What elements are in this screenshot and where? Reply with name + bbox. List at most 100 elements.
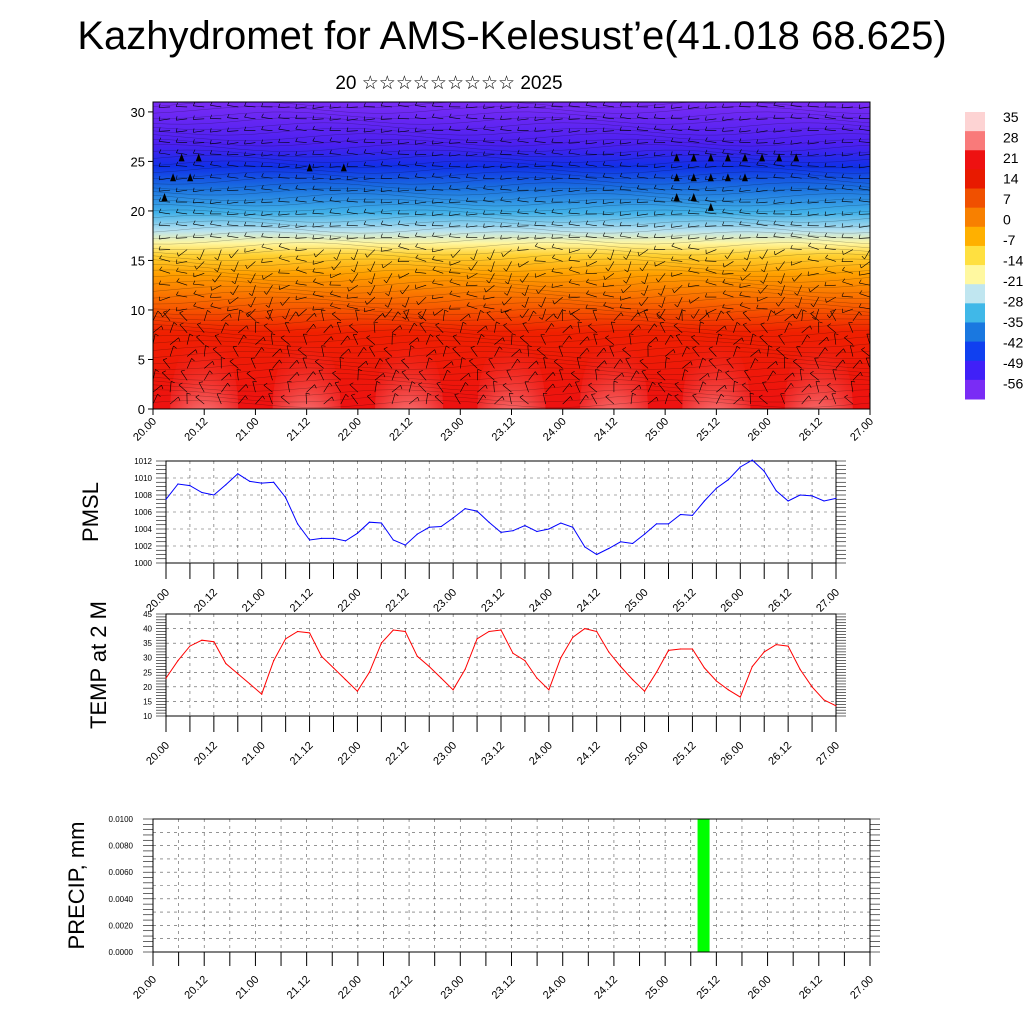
wind-barb [558,346,563,357]
wind-barb-feather [313,253,316,258]
wind-barb-feather [620,312,624,317]
wind-barb-feather [295,163,297,169]
wind-barb-feather [718,333,723,337]
contour-line [153,324,870,332]
wind-barb-feather [379,358,383,362]
wind-barb-feather [484,288,487,293]
wind-barb-feather [502,396,505,401]
wind-barb-feather [613,380,618,383]
wind-barb [739,152,751,155]
wind-barb [622,349,632,357]
contour-line [153,133,870,141]
wind-barb-feather [363,347,367,351]
wind-barb [824,154,836,157]
data-point [344,678,347,681]
y-tick-label: 45 [143,610,152,619]
wind-barb [603,235,614,238]
wind-barb [159,152,171,155]
wind-barb-feather [278,114,281,118]
wind-barb [500,200,512,203]
wind-barb [824,188,836,191]
wind-barb-feather [844,394,848,398]
wind-barb-feather [841,138,844,143]
y-tick-label: 15 [143,697,152,706]
wind-barb-feather [688,104,690,109]
wind-barb [212,348,222,357]
wind-barb-feather [380,174,383,179]
wind-barb-feather [858,185,862,189]
wind-barb-feather [369,345,374,348]
wind-barb-feather [641,369,646,372]
wind-barb-feather [363,138,366,143]
wind-barb [825,270,836,274]
x-tick-label: 25.00 [623,587,651,615]
wind-barb [798,297,803,308]
data-point [416,533,418,535]
wind-barb-feather [363,208,367,213]
wind-barb-feather [466,151,468,157]
wind-barb [568,189,580,193]
wind-barb-feather [743,257,748,261]
wind-barb-feather [466,114,469,118]
wind-barb-feather [585,114,588,119]
wind-barb-feather [568,293,571,299]
wind-barb-feather [739,198,742,203]
wind-barb-feather [244,232,247,237]
wind-barb-feather [756,233,759,238]
contour-line [153,209,870,218]
wind-barb-feather [824,102,827,107]
wind-barb-feather [230,291,234,296]
wind-barb [841,295,853,298]
wind-barb [286,345,290,357]
data-point [165,498,167,500]
wind-barb [528,371,536,381]
wind-barb-feather [602,221,605,225]
precip-bar [697,819,710,952]
wind-barb [657,383,666,393]
wind-barb [579,348,588,357]
wind-barb-feather [629,333,634,335]
wind-barb-feather [212,278,216,283]
wind-pennant [741,173,748,182]
wind-barb [842,281,854,286]
wind-barb [773,164,785,167]
wind-barb-feather [824,281,827,286]
wind-barb-feather [436,334,440,337]
wind-barb-feather [402,316,406,320]
wind-barb [571,373,580,381]
wind-barb [247,308,256,318]
data-point [584,546,586,548]
wind-barb [551,224,563,227]
wind-barb [425,393,428,405]
wind-barb [602,117,614,120]
wind-barb-feather [428,357,433,361]
wind-barb [569,269,580,274]
wind-barb-feather [534,103,537,108]
wind-barb [227,117,239,120]
contour-line [153,302,870,310]
y-tick-label: 20 [143,683,152,692]
wind-barb-feather [670,137,674,142]
wind-barb [519,396,529,405]
wind-barb [671,141,683,143]
wind-barb-feather [858,303,862,308]
wind-pennant [673,153,680,162]
wind-barb [773,189,785,192]
wind-barb [297,349,307,357]
wind-barb-feather [483,125,486,130]
wind-barb-feather [762,381,767,383]
y-tick-label: 10 [131,303,145,318]
wind-barb [196,261,205,270]
wind-barb-feather [195,349,198,354]
wind-barb [193,130,205,133]
wind-barb-feather [534,149,537,154]
wind-barb [756,142,768,144]
wind-barb [500,166,512,169]
data-point [177,660,179,662]
colorbar-swatch [965,341,985,362]
wind-barb [773,223,785,227]
wind-barb [477,325,487,333]
wind-barb-feather [688,115,690,120]
warm-surface-blob [375,334,444,409]
contour-line [153,226,870,234]
